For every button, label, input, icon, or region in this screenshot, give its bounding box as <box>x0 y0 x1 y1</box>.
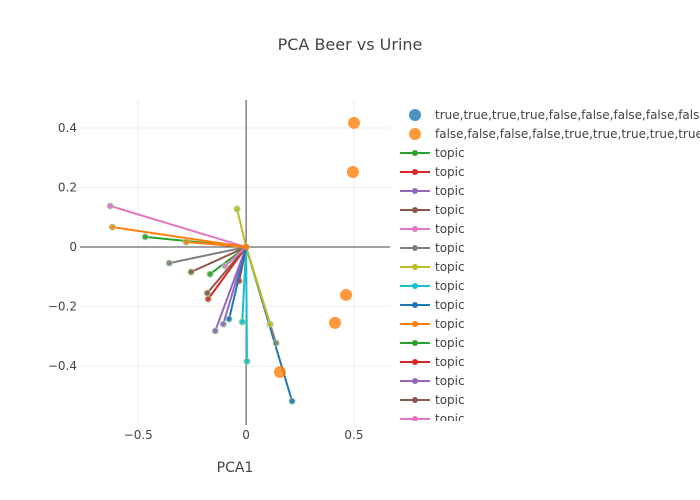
legend-label: topic <box>435 336 465 350</box>
topic-endpoint <box>211 327 219 335</box>
legend-marker <box>412 245 418 251</box>
legend-label: topic <box>435 222 465 236</box>
topic-endpoint <box>141 233 149 241</box>
legend-marker <box>412 302 418 308</box>
topic-endpoint <box>206 270 214 278</box>
legend-marker <box>412 378 418 384</box>
sample-point <box>346 166 359 179</box>
legend-label: true,true,true,true,false,false,false,fa… <box>435 108 700 122</box>
legend-label: topic <box>435 279 465 293</box>
x-tick-label: 0.5 <box>344 428 363 442</box>
y-tick-label: 0.2 <box>58 181 77 195</box>
topic-endpoint <box>266 320 274 328</box>
legend-marker <box>412 416 418 422</box>
sample-point <box>339 288 352 301</box>
legend-marker <box>412 321 418 327</box>
legend-label: topic <box>435 374 465 388</box>
legend-label: topic <box>435 184 465 198</box>
legend-marker <box>412 340 418 346</box>
legend-label: topic <box>435 298 465 312</box>
topic-endpoint <box>108 223 116 231</box>
topic-line <box>206 246 247 294</box>
topic-endpoint <box>203 289 211 297</box>
legend-clip <box>395 421 700 500</box>
topic-endpoint <box>272 339 280 347</box>
legend-marker <box>412 283 418 289</box>
legend-label: false,false,false,false,true,true,true,t… <box>435 127 700 141</box>
legend-label: topic <box>435 355 465 369</box>
topic-origin <box>243 244 250 251</box>
y-tick-label: 0.4 <box>58 121 77 135</box>
legend-marker <box>412 188 418 194</box>
topic-endpoint <box>219 320 227 328</box>
sample-point <box>273 366 286 379</box>
legend-label: topic <box>435 203 465 217</box>
topic-endpoint <box>233 205 241 213</box>
y-tick-label: −0.4 <box>48 359 77 373</box>
legend-label: topic <box>435 317 465 331</box>
legend-marker <box>412 359 418 365</box>
x-tick-label: −0.5 <box>124 428 153 442</box>
legend-marker <box>412 207 418 213</box>
topic-line <box>186 240 247 249</box>
topic-line <box>224 246 247 267</box>
legend-marker <box>409 128 421 140</box>
topic-line <box>169 246 247 265</box>
x-axis-label: PCA1 <box>217 460 254 476</box>
topic-line <box>245 246 272 325</box>
legend-label: topic <box>435 393 465 407</box>
legend-label: topic <box>435 241 465 255</box>
legend-label: topic <box>435 260 465 274</box>
topic-endpoint <box>225 315 233 323</box>
legend-marker <box>409 109 421 121</box>
y-tick-label: −0.2 <box>48 300 77 314</box>
topic-endpoint <box>288 397 296 405</box>
topic-endpoint <box>106 202 114 210</box>
topic-line <box>190 246 247 273</box>
topic-endpoint <box>221 262 229 270</box>
legend-label: topic <box>435 146 465 160</box>
topic-endpoint <box>243 357 251 365</box>
topic-endpoint <box>238 318 246 326</box>
topic-endpoint <box>165 259 173 267</box>
topic-line <box>112 226 247 249</box>
topic-endpoint <box>187 268 195 276</box>
topic-line <box>228 246 248 320</box>
topic-line <box>236 208 248 248</box>
legend-label: topic <box>435 165 465 179</box>
topic-line <box>245 247 248 362</box>
sample-point <box>347 116 360 129</box>
y-tick-label: 0 <box>69 240 77 254</box>
legend-marker <box>412 397 418 403</box>
sample-point <box>328 316 341 329</box>
chart-title: PCA Beer vs Urine <box>278 35 423 54</box>
legend-marker <box>412 150 418 156</box>
legend-marker <box>412 226 418 232</box>
topic-endpoint <box>204 295 212 303</box>
legend-marker <box>412 264 418 270</box>
topic-endpoint <box>182 238 190 246</box>
legend-marker <box>412 169 418 175</box>
x-tick-label: 0 <box>242 428 250 442</box>
topic-line <box>109 204 247 248</box>
